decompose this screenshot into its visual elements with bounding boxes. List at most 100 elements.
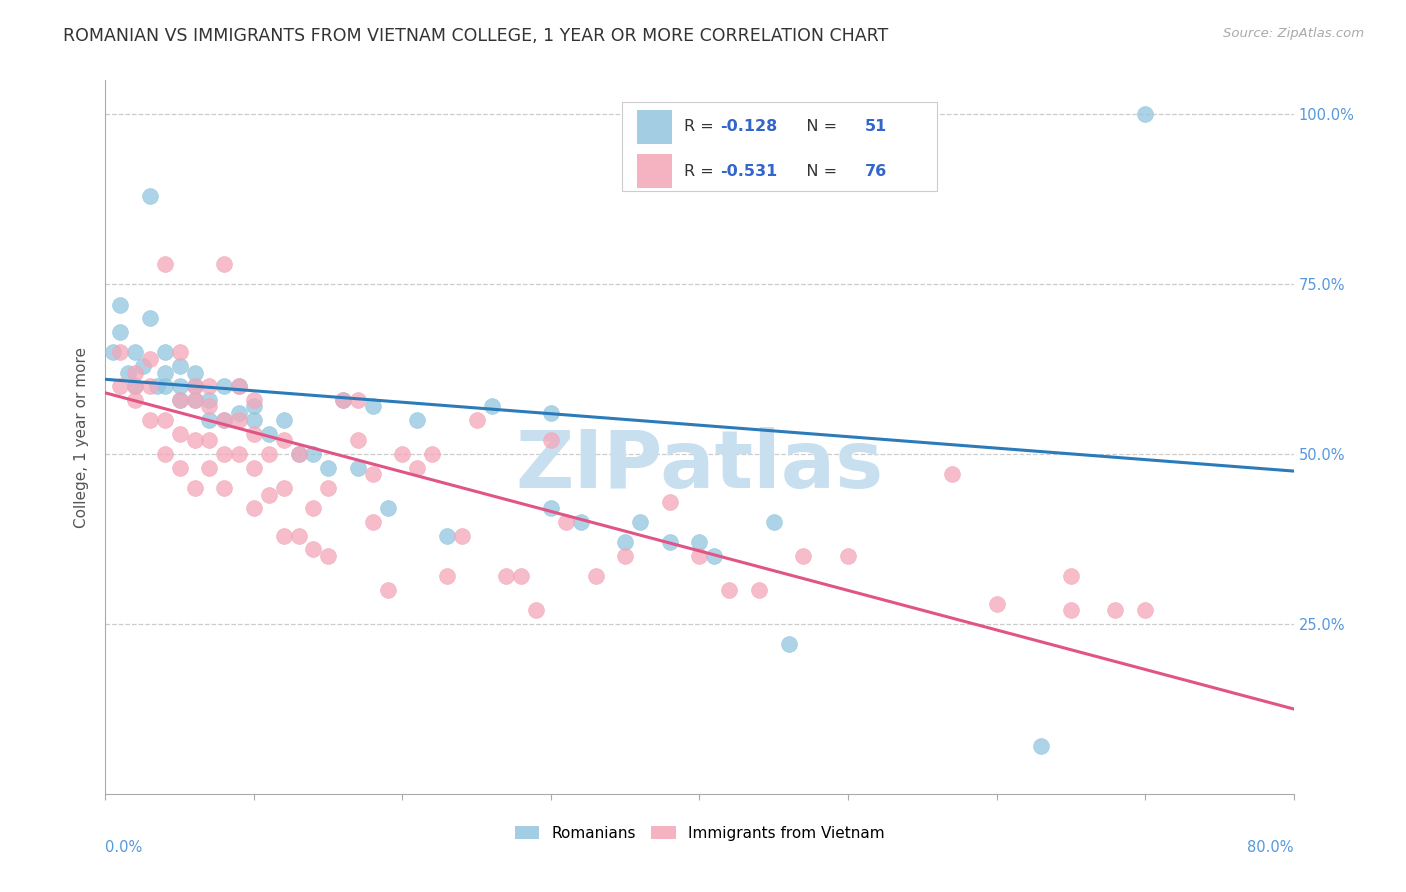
Point [406, 413, 429, 427]
Point [228, 406, 250, 420]
Point [689, 549, 711, 563]
Point [124, 345, 146, 359]
Point [347, 434, 370, 448]
Point [228, 379, 250, 393]
Point [614, 535, 637, 549]
Point [628, 515, 651, 529]
Point [406, 460, 429, 475]
Point [169, 359, 191, 373]
Point [153, 413, 176, 427]
Point [153, 257, 176, 271]
Point [131, 359, 153, 373]
Point [183, 379, 205, 393]
Point [228, 379, 250, 393]
Point [169, 392, 191, 407]
Point [153, 379, 176, 393]
Point [436, 528, 458, 542]
Text: 76: 76 [865, 164, 887, 178]
Point [214, 413, 236, 427]
Point [183, 392, 205, 407]
Point [139, 351, 162, 366]
Point [257, 426, 280, 441]
Point [101, 345, 124, 359]
Text: R =: R = [685, 120, 718, 134]
Point [183, 434, 205, 448]
Text: ROMANIAN VS IMMIGRANTS FROM VIETNAM COLLEGE, 1 YEAR OR MORE CORRELATION CHART: ROMANIAN VS IMMIGRANTS FROM VIETNAM COLL… [63, 27, 889, 45]
Point [139, 379, 162, 393]
Point [198, 379, 221, 393]
Point [228, 413, 250, 427]
Point [1133, 107, 1156, 121]
Point [941, 467, 963, 482]
Point [658, 535, 681, 549]
Point [481, 400, 503, 414]
Point [169, 379, 191, 393]
Point [837, 549, 859, 563]
Point [214, 447, 236, 461]
Point [569, 515, 592, 529]
Point [139, 189, 162, 203]
Point [169, 345, 191, 359]
Point [1029, 739, 1052, 754]
Point [287, 528, 309, 542]
Point [228, 447, 250, 461]
Point [495, 569, 517, 583]
Point [391, 447, 413, 461]
Point [169, 392, 191, 407]
Point [139, 311, 162, 326]
Point [316, 549, 339, 563]
Point [117, 366, 139, 380]
Text: 51: 51 [865, 120, 887, 134]
Point [214, 379, 236, 393]
Point [332, 392, 354, 407]
Point [183, 392, 205, 407]
Point [361, 515, 384, 529]
Point [658, 494, 681, 508]
Point [703, 549, 725, 563]
Point [243, 400, 266, 414]
Point [450, 528, 472, 542]
Point [748, 582, 770, 597]
Point [124, 379, 146, 393]
Point [540, 501, 562, 516]
Bar [637, 154, 672, 188]
Point [214, 413, 236, 427]
Text: Source: ZipAtlas.com: Source: ZipAtlas.com [1223, 27, 1364, 40]
Point [124, 392, 146, 407]
Point [198, 434, 221, 448]
Text: R =: R = [685, 164, 718, 178]
Point [124, 379, 146, 393]
Point [302, 501, 325, 516]
Point [689, 535, 711, 549]
Point [257, 488, 280, 502]
Point [540, 406, 562, 420]
Point [1104, 603, 1126, 617]
Point [243, 501, 266, 516]
Text: N =: N = [792, 164, 842, 178]
Point [169, 426, 191, 441]
Point [214, 481, 236, 495]
Point [198, 460, 221, 475]
Point [718, 582, 741, 597]
Point [287, 447, 309, 461]
Point [524, 603, 547, 617]
Point [347, 460, 370, 475]
Point [361, 467, 384, 482]
Point [146, 379, 169, 393]
Point [273, 413, 295, 427]
Text: 0.0%: 0.0% [105, 840, 142, 855]
Point [302, 542, 325, 557]
Point [1133, 603, 1156, 617]
Text: ZIPatlas: ZIPatlas [516, 426, 883, 505]
Point [986, 597, 1008, 611]
Point [316, 460, 339, 475]
Point [273, 434, 295, 448]
Point [153, 345, 176, 359]
Point [287, 447, 309, 461]
Point [1060, 603, 1083, 617]
Point [198, 392, 221, 407]
Text: -0.128: -0.128 [720, 120, 778, 134]
Point [540, 434, 562, 448]
Point [110, 297, 132, 311]
Point [1060, 569, 1083, 583]
